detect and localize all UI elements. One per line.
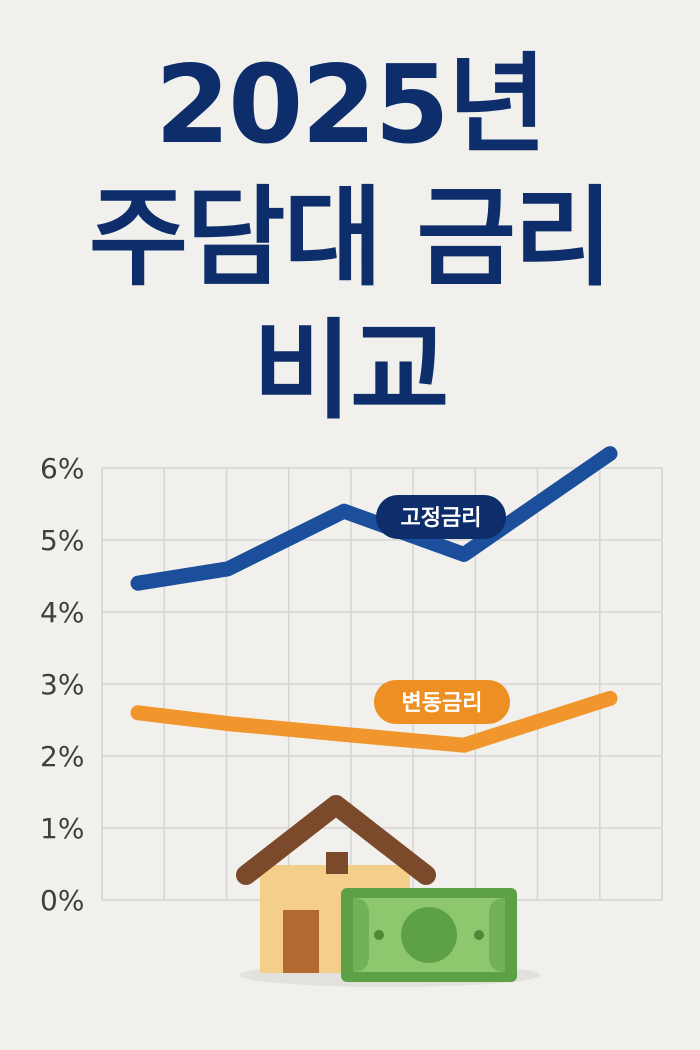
house-roof [236, 795, 436, 885]
money-bill-icon [341, 888, 517, 982]
y-tick-label: 2% [40, 740, 84, 773]
title-line-3: 비교 [252, 309, 450, 434]
house-window [326, 852, 348, 874]
y-tick-label: 0% [40, 884, 84, 917]
y-tick-label: 6% [40, 452, 84, 485]
series-label-text: 변동금리 [402, 691, 483, 716]
variable-rate-line [130, 690, 618, 753]
y-tick-label: 1% [40, 812, 84, 845]
chart-grid [101, 467, 663, 901]
house-door [283, 910, 319, 973]
fixed-rate-line [130, 446, 618, 591]
fixed-rate-label: 고정금리 [376, 495, 506, 539]
y-tick-label: 5% [40, 524, 84, 557]
chart-lines [130, 446, 618, 753]
title-line-2: 주담대 금리 [88, 176, 613, 301]
title-line-1: 2025년 [155, 43, 547, 168]
y-tick-label: 4% [40, 596, 84, 629]
series-label-text: 고정금리 [401, 506, 482, 531]
y-axis-ticks: 0% 1% 2% 3% 4% 5% 6% [40, 452, 84, 917]
variable-rate-label: 변동금리 [374, 680, 510, 724]
y-tick-label: 3% [40, 668, 84, 701]
